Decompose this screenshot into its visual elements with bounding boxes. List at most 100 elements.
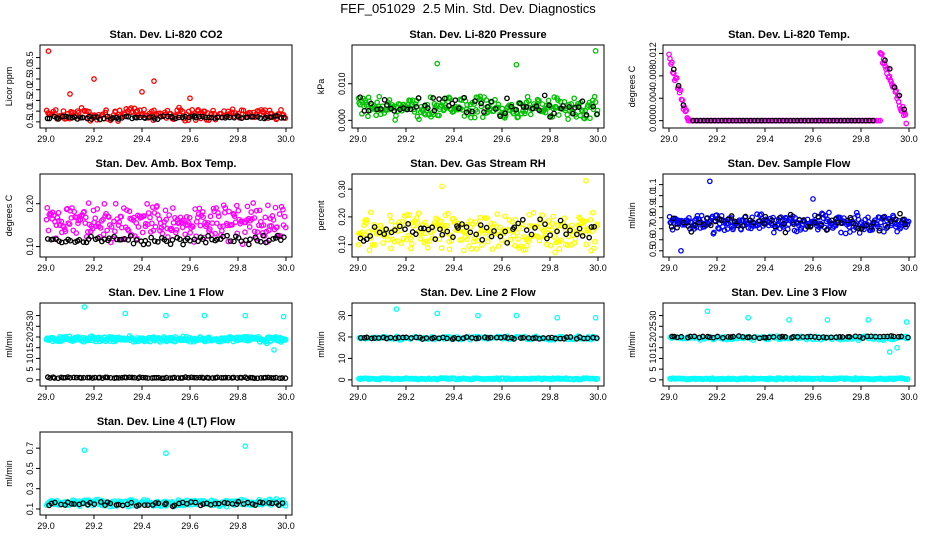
- data-point: [901, 106, 908, 113]
- data-point: [491, 228, 497, 234]
- data-point: [480, 226, 487, 232]
- data-point: [407, 106, 414, 112]
- data-point: [134, 108, 141, 114]
- data-point: [669, 59, 675, 66]
- data-point: [479, 236, 486, 243]
- x-tick-label: 29.4: [133, 521, 151, 531]
- panel-2: Stan. Dev. Li-820 Pressure 29.0 29.2 29.4 29…: [316, 29, 607, 144]
- data-point: [488, 233, 495, 240]
- data-point: [452, 97, 459, 104]
- data-point: [170, 205, 176, 211]
- data-point: [368, 100, 374, 107]
- data-point: [787, 211, 794, 218]
- data-point: [434, 310, 441, 317]
- data-point: [671, 333, 678, 340]
- data-point: [583, 177, 589, 184]
- data-point: [751, 334, 758, 341]
- data-point: [800, 217, 807, 223]
- data-point: [520, 334, 527, 341]
- data-point: [479, 242, 485, 248]
- data-point: [172, 229, 179, 236]
- data-point: [71, 208, 78, 215]
- data-point: [666, 51, 672, 58]
- data-point: [425, 244, 431, 251]
- data-point: [523, 227, 530, 233]
- data-point: [714, 333, 721, 340]
- data-point: [282, 375, 289, 381]
- data-point: [270, 375, 277, 381]
- data-point: [281, 114, 287, 121]
- data-point: [193, 114, 199, 121]
- data-point: [754, 117, 761, 124]
- data-point: [60, 108, 67, 114]
- y-tick-label: 0.010: [337, 72, 347, 95]
- data-point: [507, 236, 514, 243]
- data-point: [467, 229, 474, 236]
- data-point: [200, 214, 206, 221]
- data-point: [511, 242, 518, 249]
- data-point: [583, 112, 590, 118]
- data-point: [431, 107, 438, 114]
- data-point: [502, 213, 508, 220]
- data-point: [405, 221, 411, 227]
- data-point: [679, 97, 686, 103]
- x-tick-label: 29.8: [541, 134, 559, 144]
- data-point: [112, 200, 119, 207]
- data-point: [718, 217, 725, 224]
- y-tick-label: 15: [648, 343, 658, 353]
- data-point: [834, 117, 840, 124]
- panel-8: Stan. Dev. Line 2 Flow 29.0 29.2 29.4 29.6 29…: [316, 287, 607, 402]
- data-point: [484, 238, 491, 245]
- data-point: [391, 108, 398, 114]
- data-point: [477, 222, 484, 228]
- data-point: [94, 206, 101, 212]
- data-point: [541, 92, 548, 99]
- data-point: [594, 375, 601, 382]
- data-point: [103, 107, 109, 114]
- data-point: [372, 106, 378, 113]
- data-point: [238, 374, 245, 381]
- data-point: [514, 229, 520, 236]
- data-point: [122, 310, 129, 317]
- data-point: [365, 113, 371, 120]
- data-point: [772, 117, 779, 124]
- y-tick-label: 30: [337, 311, 347, 321]
- data-point: [678, 247, 684, 254]
- data-point: [202, 114, 209, 121]
- data-point: [265, 202, 271, 209]
- data-point: [145, 240, 152, 247]
- x-tick-label: 29.0: [37, 521, 55, 531]
- data-point: [161, 375, 167, 382]
- data-point: [744, 117, 750, 124]
- data-point: [281, 213, 288, 220]
- y-axis-label: ml/min: [627, 331, 637, 358]
- data-point: [691, 333, 698, 340]
- x-tick-label: 29.0: [349, 392, 367, 402]
- data-point: [563, 231, 569, 238]
- data-point: [475, 231, 482, 237]
- data-point: [196, 205, 203, 212]
- data-point: [385, 237, 391, 243]
- data-point: [106, 235, 112, 242]
- data-point: [367, 209, 374, 216]
- data-point: [212, 500, 218, 507]
- data-point: [96, 374, 103, 381]
- data-point: [263, 340, 270, 347]
- data-point: [152, 500, 159, 506]
- data-point: [706, 334, 713, 341]
- data-point: [254, 375, 261, 382]
- data-point: [244, 499, 251, 506]
- data-point: [441, 222, 447, 229]
- data-point: [523, 104, 530, 110]
- data-point: [502, 228, 509, 235]
- data-point: [781, 220, 787, 227]
- data-point: [74, 116, 81, 122]
- data-point: [110, 115, 116, 121]
- data-point: [560, 103, 566, 109]
- data-point: [163, 216, 170, 223]
- data-point: [111, 233, 118, 240]
- data-point: [815, 213, 822, 220]
- panel-7: Stan. Dev. Line 1 Flow 29.0 29.2 29.4 29.6 29…: [4, 287, 295, 402]
- data-point: [483, 97, 490, 103]
- data-point: [235, 207, 242, 214]
